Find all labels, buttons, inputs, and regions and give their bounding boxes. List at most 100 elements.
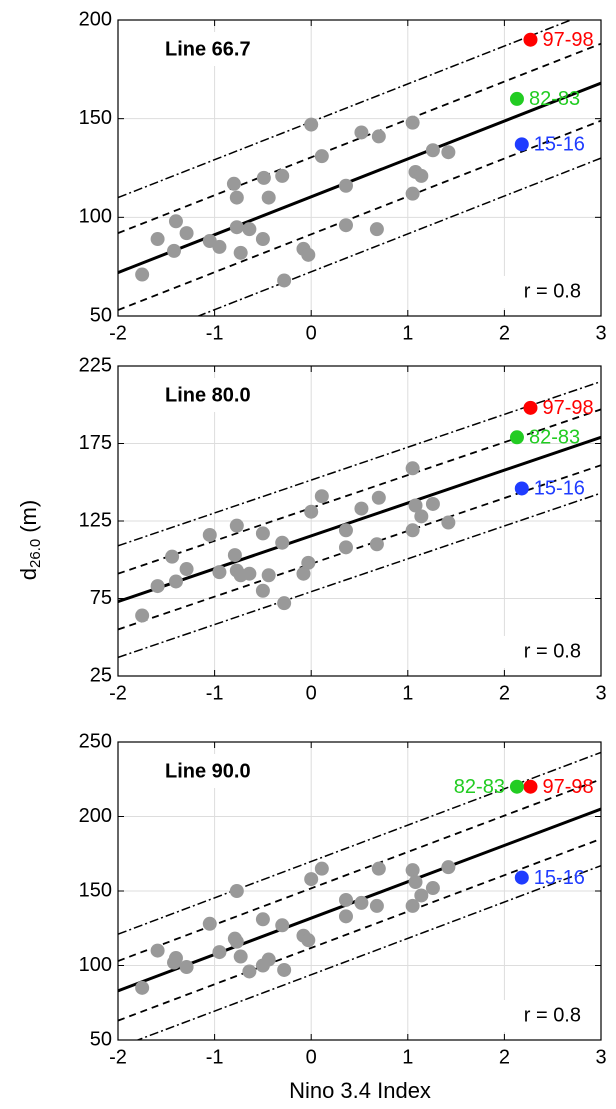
data-point: [369, 898, 384, 913]
data-point: [168, 214, 183, 229]
data-point: [425, 496, 440, 511]
data-point: [150, 232, 165, 247]
data-point: [338, 178, 353, 193]
data-point: [167, 243, 182, 258]
data-point: [425, 881, 440, 896]
fit-line: [118, 838, 601, 1022]
data-point: [405, 186, 420, 201]
y-tick-label: 150: [79, 107, 112, 129]
title-bg: [158, 754, 288, 788]
data-point: [212, 945, 227, 960]
data-point: [314, 489, 329, 504]
data-point: [304, 117, 319, 132]
data-point: [135, 980, 150, 995]
data-point: [296, 566, 311, 581]
data-point: [408, 498, 423, 513]
data-point: [414, 888, 429, 903]
data-point: [226, 176, 241, 191]
data-point: [405, 898, 420, 913]
data-point: [150, 943, 165, 958]
x-tick-label: 2: [499, 682, 510, 704]
y-tick-label: 175: [79, 432, 112, 454]
data-point: [202, 527, 217, 542]
data-point: [354, 895, 369, 910]
data-point: [229, 220, 244, 235]
annotation-bg: [476, 1000, 586, 1032]
highlight-label: 97-98: [542, 29, 593, 51]
y-tick-label: 150: [79, 879, 112, 901]
x-axis-label: Nino 3.4 Index: [289, 1078, 431, 1103]
x-tick-label: 0: [306, 1046, 317, 1068]
data-point: [405, 461, 420, 476]
fit-lines: [118, 380, 601, 659]
data-point: [369, 537, 384, 552]
highlight-label: 82-83: [454, 776, 505, 798]
data-point: [229, 934, 244, 949]
x-tick-label: -1: [206, 1046, 224, 1068]
data-point: [414, 168, 429, 183]
data-point: [255, 526, 270, 541]
data-point: [304, 872, 319, 887]
fit-line: [135, 864, 601, 1040]
data-point: [227, 548, 242, 563]
annotation: r = 0.8: [524, 640, 581, 662]
panel-title: Line 66.7: [165, 38, 251, 60]
highlight-label: 97-98: [542, 397, 593, 419]
highlight-point: [523, 32, 538, 47]
data-point: [425, 143, 440, 158]
data-point: [168, 951, 183, 966]
fit-line: [118, 492, 601, 659]
y-tick-label: 100: [79, 954, 112, 976]
x-tick-label: 0: [306, 322, 317, 344]
fit-line: [118, 435, 601, 604]
data-point: [229, 190, 244, 205]
data-point: [405, 523, 420, 538]
data-point: [338, 909, 353, 924]
data-point: [441, 515, 456, 530]
data-point: [233, 949, 248, 964]
x-tick-label: 1: [402, 682, 413, 704]
x-tick-label: 2: [499, 322, 510, 344]
x-tick-label: -1: [206, 682, 224, 704]
data-point: [338, 523, 353, 538]
x-tick-label: 1: [402, 322, 413, 344]
x-tick-label: -2: [109, 682, 127, 704]
data-point: [371, 861, 386, 876]
highlight-label: 15-16: [534, 478, 585, 500]
fit-line: [196, 157, 601, 316]
highlight-point: [514, 137, 529, 152]
data-point: [255, 232, 270, 247]
y-label-base: d: [16, 568, 41, 580]
y-tick-label: 100: [79, 206, 112, 228]
data-point: [301, 247, 316, 262]
highlight-label: 82-83: [529, 88, 580, 110]
data-point: [301, 933, 316, 948]
y-axis-label: d26.0 (m): [16, 500, 44, 580]
panel: 97-98 82-83 15-16 -2 -1 0 1 2 3 50 100 150 200 Line 6…: [79, 8, 607, 344]
data-point: [304, 504, 319, 519]
data-point: [229, 518, 244, 533]
y-tick-label: 125: [79, 509, 112, 531]
data-point: [371, 129, 386, 144]
data-point: [168, 574, 183, 589]
panel-title: Line 90.0: [165, 760, 251, 782]
y-tick-label: 200: [79, 805, 112, 827]
fit-line: [118, 20, 573, 199]
data-point: [338, 540, 353, 555]
title-bg: [158, 32, 288, 66]
data-point: [256, 170, 271, 185]
x-tick-label: 3: [595, 682, 606, 704]
x-tick-label: -1: [206, 322, 224, 344]
data-point: [135, 608, 150, 623]
data-point: [242, 566, 257, 581]
data-point: [233, 245, 248, 260]
data-point: [405, 115, 420, 130]
data-point: [301, 555, 316, 570]
data-point: [212, 239, 227, 254]
y-tick-label: 200: [79, 8, 112, 30]
y-label-subscript: 26.0: [27, 539, 44, 568]
y-label-unit: (m): [16, 500, 41, 533]
x-tick-label: 0: [306, 682, 317, 704]
fit-line: [118, 119, 601, 311]
